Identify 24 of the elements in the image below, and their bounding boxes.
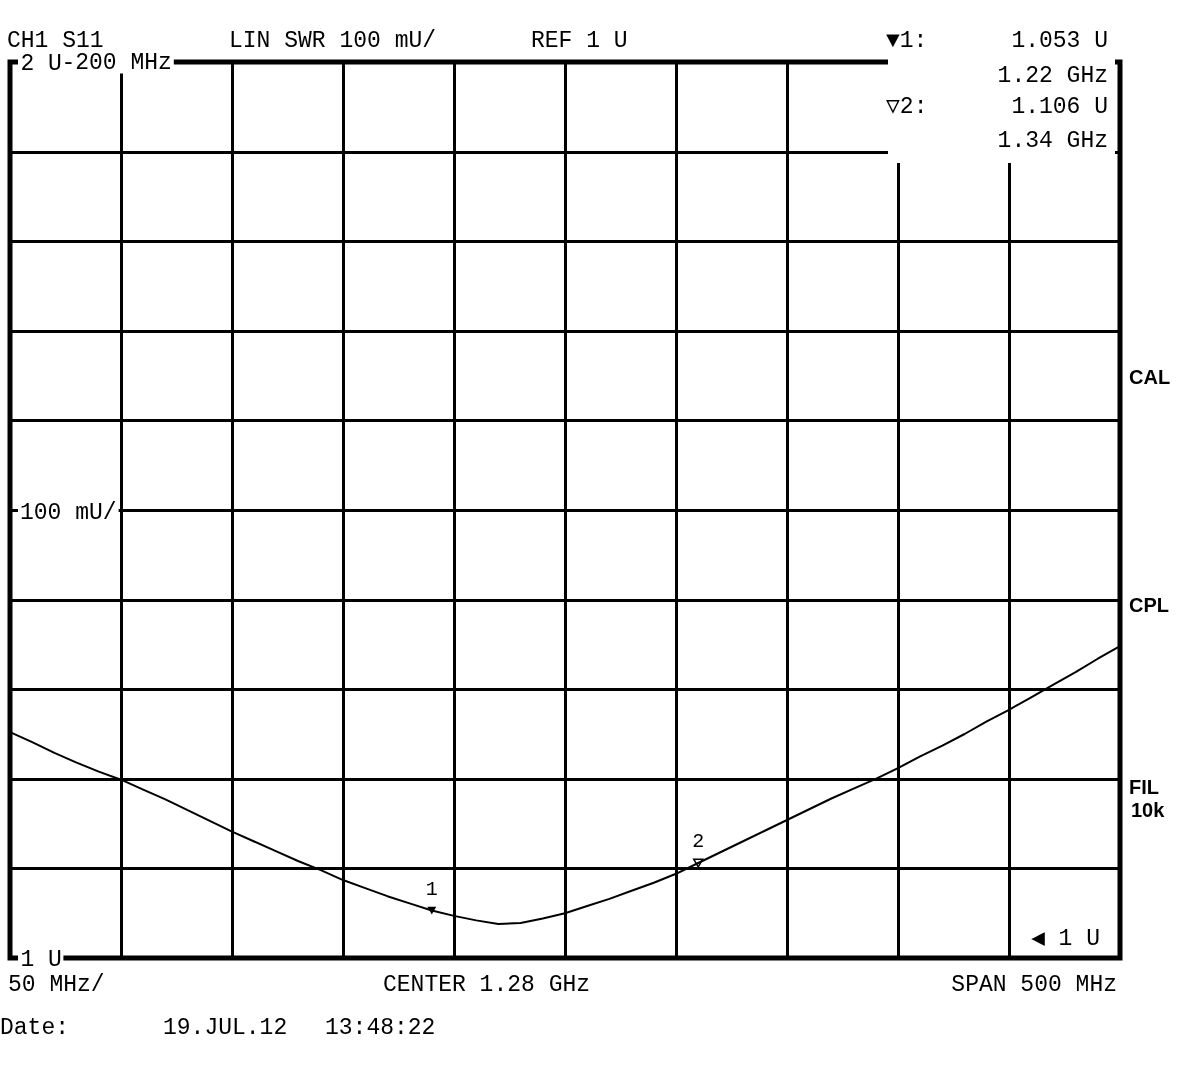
- text: LIN SWR 100 mU/: [229, 28, 437, 54]
- text: CPL: [1129, 594, 1169, 616]
- annotation: 1.22 GHz: [997, 63, 1108, 89]
- text: CAL: [1129, 366, 1171, 388]
- series-label: 1: [425, 877, 438, 901]
- annotation: 1.34 GHz: [997, 128, 1108, 154]
- annotation: 100 mU/: [20, 500, 117, 526]
- annotation: 1.106 U: [1011, 94, 1108, 120]
- text: FIL: [1129, 776, 1159, 798]
- text: 1.053 U: [1011, 28, 1108, 54]
- text: 13:48:22: [325, 1015, 436, 1041]
- annotation: ◀ 1 U: [1030, 926, 1100, 952]
- annotation: -200 MHz: [61, 50, 172, 76]
- text: SPAN 500 MHz: [951, 972, 1117, 998]
- series-label: 2: [692, 830, 705, 854]
- text: 10k: [1131, 799, 1166, 821]
- text: 50 MHz/: [8, 972, 105, 998]
- text: 19.JUL.12: [163, 1015, 288, 1041]
- text: REF 1 U: [531, 28, 628, 54]
- text: Date:: [0, 1015, 70, 1041]
- text: ▼1:: [886, 28, 928, 54]
- y-tick-label: 1 U: [20, 946, 62, 973]
- annotation: ▽2:: [886, 94, 928, 120]
- text: CENTER 1.28 GHz: [383, 972, 591, 998]
